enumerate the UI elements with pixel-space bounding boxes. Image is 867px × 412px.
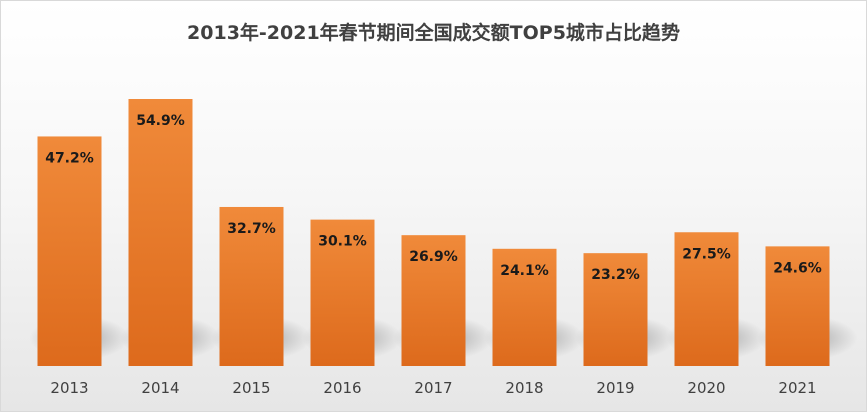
bar-2015	[219, 206, 284, 366]
bar-2021	[765, 246, 830, 366]
bar-2020	[674, 232, 739, 366]
bar-2014	[128, 99, 193, 366]
bar-2017	[401, 235, 466, 366]
data-label-2015: 32.7%	[227, 221, 276, 237]
data-label-2013: 47.2%	[45, 150, 94, 166]
x-tick-2019: 2019	[596, 379, 634, 397]
chart-title: 2013年-2021年春节期间全国成交额TOP5城市占比趋势	[187, 22, 680, 44]
x-tick-2014: 2014	[141, 379, 179, 397]
x-tick-2021: 2021	[778, 379, 816, 397]
x-tick-2016: 2016	[323, 379, 361, 397]
data-label-2021: 24.6%	[773, 260, 822, 276]
data-label-2017: 26.9%	[409, 249, 458, 265]
bar-2019	[583, 253, 648, 366]
x-tick-2015: 2015	[232, 379, 270, 397]
x-tick-2013: 2013	[50, 379, 88, 397]
data-label-2020: 27.5%	[682, 246, 731, 262]
x-tick-2020: 2020	[687, 379, 725, 397]
bar-2018	[492, 248, 557, 366]
data-label-2016: 30.1%	[318, 234, 367, 250]
x-tick-2018: 2018	[505, 379, 543, 397]
bar-2013	[37, 136, 102, 366]
data-label-2014: 54.9%	[136, 113, 185, 129]
x-tick-2017: 2017	[414, 379, 452, 397]
data-label-2019: 23.2%	[591, 267, 640, 283]
data-label-2018: 24.1%	[500, 263, 549, 279]
bar-2016	[310, 219, 375, 366]
